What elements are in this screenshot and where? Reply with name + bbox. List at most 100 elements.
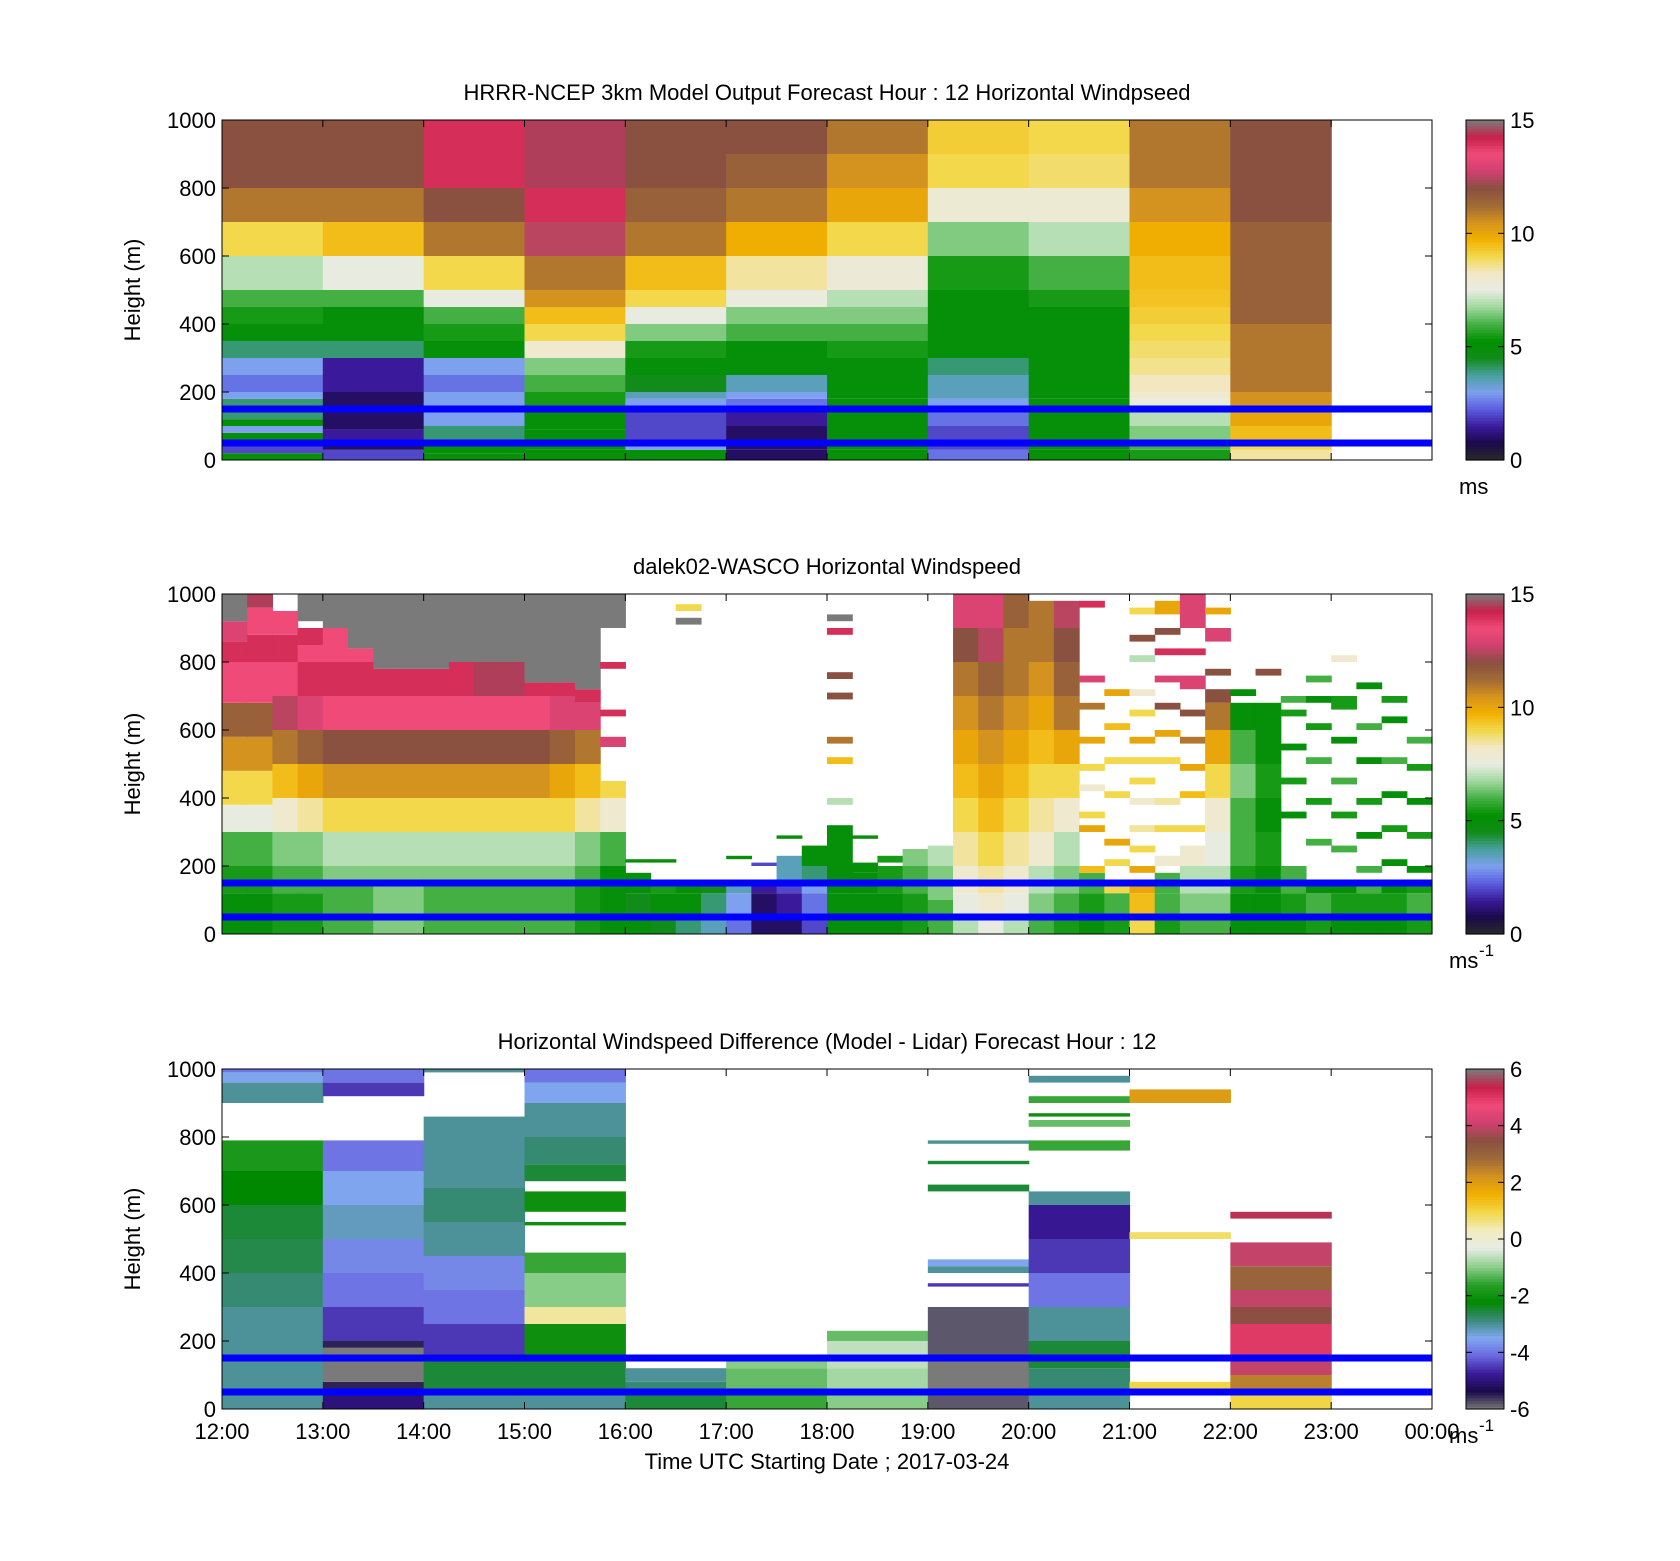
heatmap-cell bbox=[1230, 290, 1332, 324]
colorbar-swatch bbox=[1466, 888, 1504, 893]
x-tick-label: 18:00 bbox=[799, 1419, 854, 1444]
colorbar-swatch bbox=[1466, 645, 1504, 649]
colorbar-swatch bbox=[1466, 363, 1504, 368]
heatmap-cell bbox=[474, 832, 500, 866]
heatmap-cell bbox=[1079, 736, 1105, 744]
heatmap-cell bbox=[524, 832, 551, 866]
colorbar-swatch bbox=[1466, 1219, 1504, 1223]
colorbar-swatch bbox=[1466, 1321, 1504, 1325]
heatmap-cell bbox=[1154, 628, 1181, 635]
heatmap-cell bbox=[827, 392, 929, 399]
heatmap-cell bbox=[827, 798, 853, 805]
heatmap-cell bbox=[1230, 120, 1332, 154]
heatmap-cell bbox=[1129, 893, 1156, 914]
colorbar-swatch bbox=[1466, 168, 1504, 172]
y-tick-label: 1000 bbox=[167, 1057, 216, 1082]
heatmap-cell bbox=[524, 1358, 626, 1392]
colorbar-swatch bbox=[1466, 596, 1504, 601]
heatmap-cell bbox=[398, 798, 425, 832]
heatmap-cell bbox=[1028, 832, 1055, 866]
heatmap-cell bbox=[574, 832, 601, 866]
heatmap-cell bbox=[1129, 222, 1231, 256]
heatmap-cell bbox=[1230, 256, 1332, 290]
heatmap-cell bbox=[625, 375, 727, 392]
colorbar-swatch bbox=[1466, 414, 1504, 419]
colorbar-swatch bbox=[1466, 1137, 1504, 1141]
colorbar-swatch bbox=[1466, 1355, 1504, 1359]
heatmap-cell bbox=[1179, 791, 1206, 798]
colorbar-swatch bbox=[1466, 919, 1504, 924]
heatmap-cell bbox=[953, 832, 979, 866]
heatmap-cell bbox=[1230, 798, 1257, 832]
colorbar-swatch bbox=[1466, 179, 1504, 183]
heatmap-cell bbox=[1028, 188, 1131, 222]
heatmap-cell bbox=[423, 1256, 526, 1290]
colorbar-swatch bbox=[1466, 860, 1504, 864]
heatmap-cell bbox=[1003, 696, 1030, 730]
heatmap-cell bbox=[222, 358, 324, 375]
colorbar-swatch bbox=[1466, 1349, 1504, 1353]
colorbar-swatch bbox=[1466, 642, 1504, 646]
heatmap-cell bbox=[927, 1283, 1030, 1287]
colorbar-swatch bbox=[1466, 139, 1504, 144]
heatmap-cell bbox=[1053, 832, 1080, 866]
heatmap-cell bbox=[1129, 777, 1156, 785]
heatmap-cell bbox=[524, 341, 626, 358]
heatmap-cell bbox=[600, 594, 626, 628]
heatmap-cell bbox=[322, 449, 425, 460]
heatmap-cell bbox=[322, 1395, 425, 1409]
colorbar-swatch bbox=[1466, 1335, 1504, 1339]
colorbar-swatch bbox=[1466, 142, 1504, 147]
heatmap-cell bbox=[423, 1069, 526, 1073]
heatmap-cell bbox=[1381, 791, 1408, 798]
heatmap-cell bbox=[1179, 893, 1206, 914]
colorbar-swatch bbox=[1466, 426, 1504, 430]
heatmap-cell bbox=[827, 358, 929, 375]
colorbar-swatch bbox=[1466, 783, 1504, 788]
heatmap-cell bbox=[1255, 832, 1282, 866]
heatmap-cell bbox=[297, 594, 324, 622]
heatmap-cell bbox=[297, 628, 324, 645]
colorbar-swatch bbox=[1466, 1185, 1504, 1189]
heatmap-cell bbox=[625, 222, 727, 256]
colorbar-swatch bbox=[1466, 1256, 1504, 1260]
heatmap-cell bbox=[474, 696, 500, 730]
heatmap-cell bbox=[322, 1273, 425, 1307]
colorbar-swatch bbox=[1466, 358, 1504, 362]
heatmap-cell bbox=[549, 886, 576, 934]
colorbar-swatch bbox=[1466, 241, 1504, 246]
heatmap-cell bbox=[801, 893, 828, 914]
heatmap-cell bbox=[1129, 120, 1231, 154]
colorbar-swatch bbox=[1466, 681, 1504, 686]
heatmap-cell bbox=[524, 358, 626, 375]
colorbar-swatch bbox=[1466, 417, 1504, 421]
heatmap-cell bbox=[827, 672, 853, 679]
heatmap-cell bbox=[625, 358, 727, 375]
colorbar-swatch bbox=[1466, 925, 1504, 929]
heatmap-cell bbox=[978, 730, 1005, 764]
heatmap-cell bbox=[1028, 730, 1055, 764]
colorbar-swatch bbox=[1466, 267, 1504, 271]
heatmap-cell bbox=[423, 358, 526, 375]
y-tick-label: 400 bbox=[179, 312, 216, 337]
heatmap-cell bbox=[1053, 893, 1080, 914]
colorbar-swatch bbox=[1466, 1156, 1504, 1161]
colorbar-swatch bbox=[1466, 290, 1504, 294]
colorbar-swatch bbox=[1466, 1389, 1504, 1393]
heatmap-cell bbox=[373, 832, 400, 866]
heatmap-cell bbox=[1104, 757, 1131, 764]
heatmap-cell bbox=[927, 375, 1030, 392]
heatmap-cell bbox=[222, 412, 324, 420]
heatmap-cell bbox=[423, 307, 526, 324]
colorbar-swatch bbox=[1466, 1148, 1504, 1152]
heatmap-cell bbox=[524, 1392, 626, 1409]
colorbar-swatch bbox=[1466, 281, 1504, 285]
heatmap-cell bbox=[272, 798, 299, 832]
heatmap-cell bbox=[726, 154, 828, 188]
heatmap-cell bbox=[1028, 412, 1131, 426]
heatmap-cell bbox=[524, 188, 626, 222]
colorbar-swatch bbox=[1466, 806, 1504, 810]
colorbar-swatch bbox=[1466, 338, 1504, 342]
heatmap-cell bbox=[978, 893, 1005, 914]
colorbar-swatch bbox=[1466, 602, 1504, 606]
